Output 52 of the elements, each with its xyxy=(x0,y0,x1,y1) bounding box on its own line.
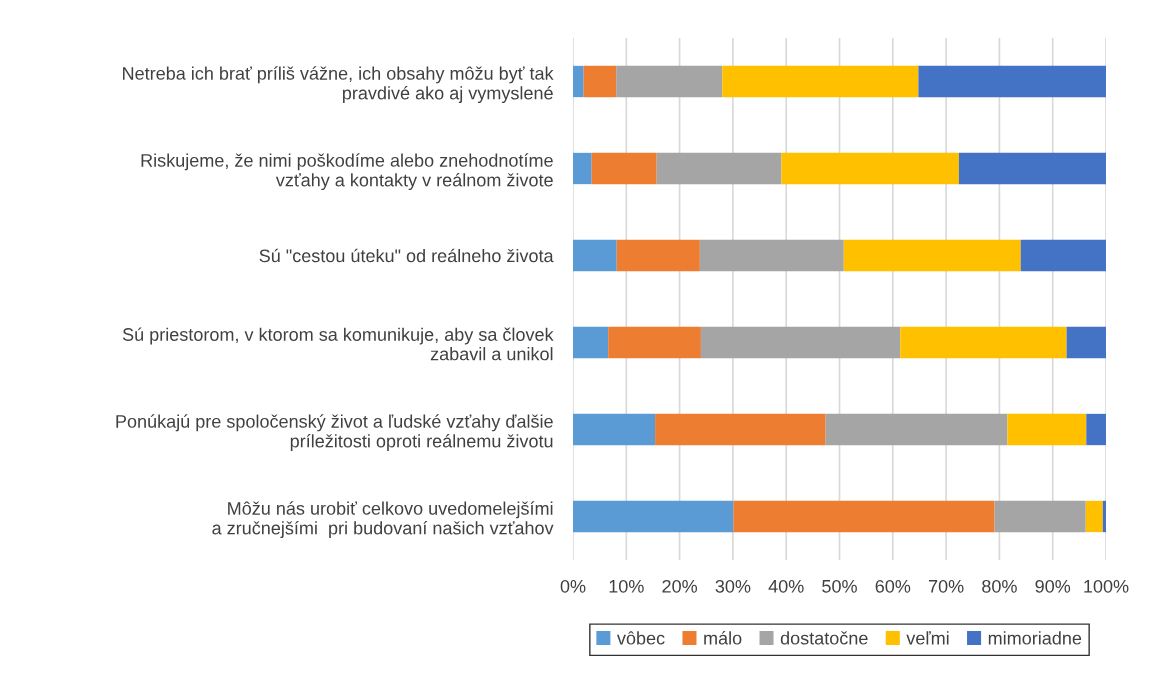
bar xyxy=(573,65,584,98)
bar xyxy=(591,152,657,185)
bar xyxy=(573,152,592,185)
x-tick-label: 100% xyxy=(1084,579,1129,593)
bar xyxy=(1066,326,1106,359)
bar xyxy=(616,239,700,272)
x-tick-label: 80% xyxy=(982,579,1017,593)
x-tick-label: 10% xyxy=(609,579,644,593)
x-tick-label: 0% xyxy=(560,579,586,593)
bar xyxy=(918,65,1106,98)
legend-label: vôbec xyxy=(616,631,665,645)
x-tick-label: 70% xyxy=(928,579,964,593)
legend-label: veľmi xyxy=(906,631,949,645)
bar xyxy=(781,152,959,185)
y-tick-label: Sú "cestou úteku" od reálneho života xyxy=(259,248,554,263)
legend-label: mimoriadne xyxy=(988,631,1082,645)
legend-label: dostatočne xyxy=(780,631,868,645)
bar xyxy=(994,500,1086,533)
bar xyxy=(722,65,919,98)
bar xyxy=(573,239,617,272)
bar xyxy=(700,326,901,359)
bar xyxy=(573,500,734,533)
legend-label: málo xyxy=(704,631,742,645)
x-tick-label: 40% xyxy=(768,579,804,593)
bar xyxy=(1020,239,1106,272)
y-tick-label: Sú priestorom, v ktorom sa komunikuje, aby sa človek zabavil a unikol xyxy=(122,327,554,361)
bar xyxy=(1007,413,1087,446)
x-tick-label: 90% xyxy=(1035,579,1071,593)
y-tick-label: Ponúkajú pre spoločenský život a ľudské vzťahy ďalšie príležitosti oproti reálnemu životu xyxy=(116,414,553,452)
y-tick-label: Riskujeme, že nimi poškodíme alebo znehodnotíme vzťahy a kontakty v reálnom živote xyxy=(141,153,553,191)
bar xyxy=(608,326,701,359)
bar xyxy=(583,65,617,98)
x-tick-label: 50% xyxy=(822,579,857,593)
bar xyxy=(733,500,995,533)
bar xyxy=(1085,500,1103,533)
bar xyxy=(656,152,782,185)
x-tick-label: 30% xyxy=(715,579,751,593)
bar xyxy=(573,413,656,446)
x-tick-label: 20% xyxy=(662,579,698,593)
bar xyxy=(699,239,844,272)
y-tick-label: Netreba ich brať príliš vážne, ich obsahy môžu byť tak pravdivé ako aj vymyslené xyxy=(123,66,554,104)
bar xyxy=(1102,500,1106,533)
bar xyxy=(958,152,1106,185)
bar xyxy=(573,326,609,359)
bar xyxy=(1086,413,1106,446)
bar xyxy=(655,413,826,446)
y-tick-label: Môžu nás urobiť celkovo uvedomelejšími a zručnejšími pri budovaní našich vzťahov xyxy=(212,501,554,539)
bar xyxy=(843,239,1021,272)
bar xyxy=(616,65,723,98)
bar xyxy=(900,326,1067,359)
bar xyxy=(825,413,1008,446)
x-tick-label: 60% xyxy=(875,579,911,593)
